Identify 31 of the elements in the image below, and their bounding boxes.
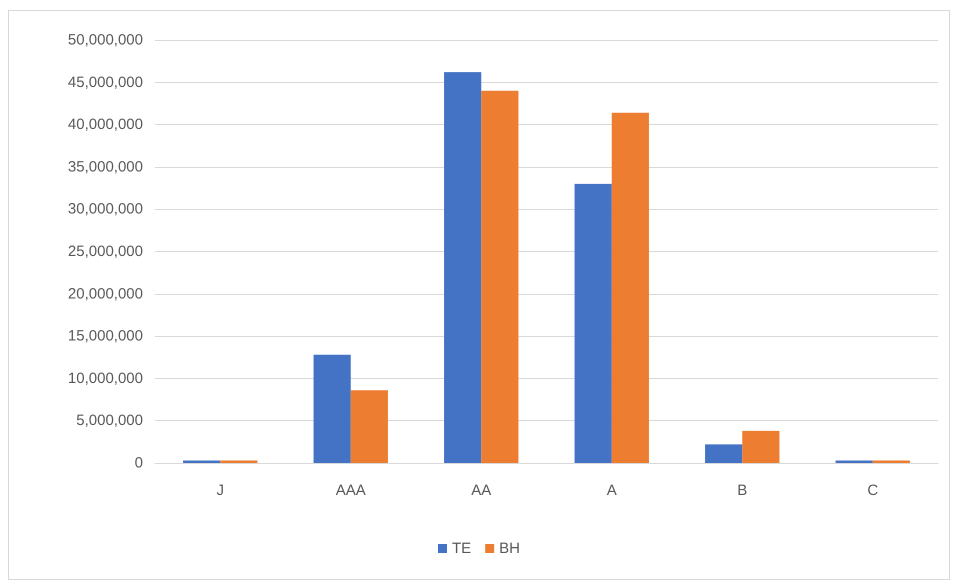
y-tick-label: 5,000,000 [76, 412, 143, 430]
bar [836, 460, 873, 463]
legend-label: TE [452, 540, 472, 557]
x-tick-label: AAA [336, 482, 366, 499]
x-tick-label: AA [471, 482, 492, 499]
y-tick-label: 20,000,000 [68, 285, 143, 302]
legend-label: BH [499, 540, 520, 557]
bar [350, 390, 388, 463]
bar [314, 354, 351, 463]
x-tick-label: J [216, 482, 224, 499]
y-tick-label: 50,000,000 [68, 32, 143, 48]
bar [183, 460, 220, 463]
bar [705, 444, 742, 463]
y-tick-label: 15,000,000 [68, 328, 143, 345]
bar [481, 90, 518, 463]
bar [574, 184, 612, 463]
y-tick-label: 0 [134, 454, 143, 472]
bar [444, 72, 482, 463]
y-tick-label: 40,000,000 [68, 116, 143, 134]
y-tick-label: 10,000,000 [68, 370, 143, 387]
bar [872, 460, 910, 463]
bar [742, 430, 780, 463]
y-tick-label: 45,000,000 [68, 74, 143, 91]
bar [220, 460, 258, 463]
x-tick-label: A [606, 482, 617, 499]
x-tick-label: C [867, 482, 878, 499]
bar [612, 112, 649, 463]
y-tick-label: 35,000,000 [68, 158, 143, 176]
x-tick-label: B [737, 482, 748, 499]
y-tick-label: 25,000,000 [68, 243, 143, 260]
y-tick-label: 30,000,000 [68, 200, 143, 218]
